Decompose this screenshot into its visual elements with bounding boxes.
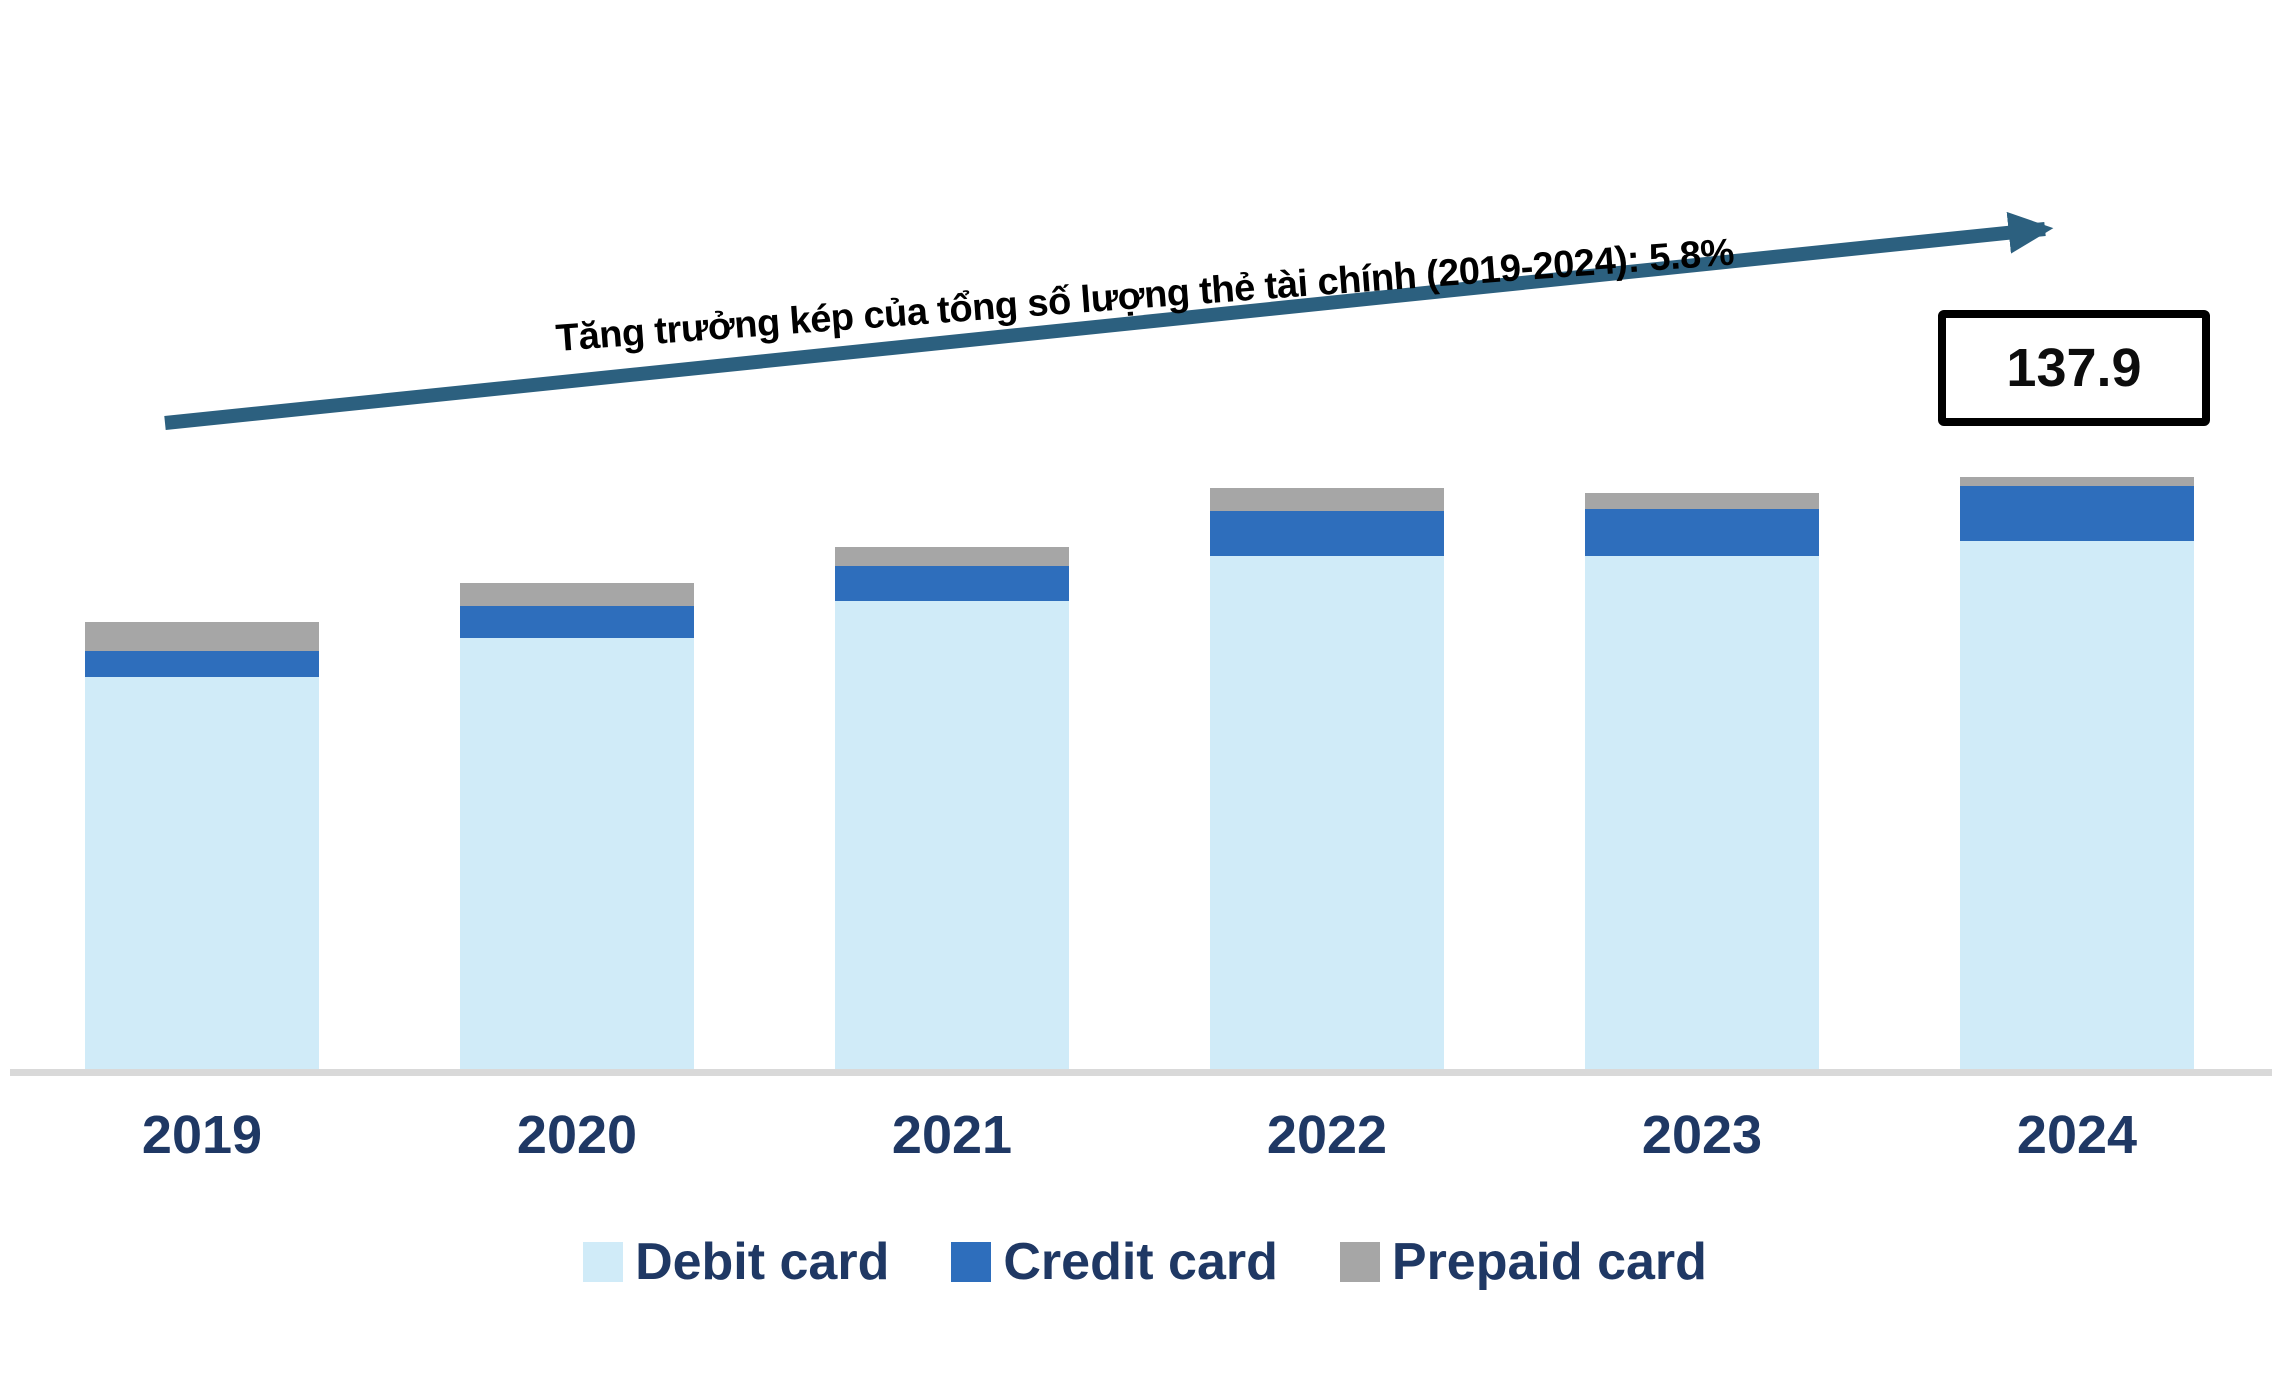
bar-2023-segment-prepaid-card [1585, 493, 1819, 509]
legend-label-credit-card: Credit card [1003, 1233, 1278, 1291]
bar-2021 [835, 546, 1069, 1072]
bar-2023-segment-debit-card [1585, 556, 1819, 1072]
bar-2024-segment-debit-card [1960, 540, 2194, 1072]
bar-2024-segment-credit-card [1960, 486, 2194, 541]
bar-2019 [85, 622, 319, 1072]
bar-2019-segment-prepaid-card [85, 622, 319, 652]
legend-swatch-credit-card [951, 1242, 992, 1282]
bar-2020 [460, 583, 694, 1072]
bar-2019-segment-credit-card [85, 651, 319, 678]
x-axis-label-2019: 2019 [141, 1105, 263, 1165]
legend-label-prepaid-card: Prepaid card [1391, 1233, 1707, 1291]
x-axis-label-2021: 2021 [891, 1105, 1013, 1165]
bar-2024-segment-prepaid-card [1960, 477, 2194, 487]
bar-2024 [1960, 477, 2194, 1072]
bar-2021-segment-credit-card [835, 565, 1069, 601]
bar-2019-segment-debit-card [85, 677, 319, 1072]
x-axis-label-2020: 2020 [516, 1105, 638, 1165]
legend: Debit card Credit card Prepaid card [0, 1232, 2290, 1292]
legend-swatch-prepaid-card [1339, 1242, 1380, 1282]
bar-2022-segment-prepaid-card [1210, 488, 1444, 512]
x-axis-line [10, 1069, 2272, 1076]
x-axis-label-2023: 2023 [1641, 1105, 1763, 1165]
bar-2020-segment-debit-card [460, 637, 694, 1072]
bar-2023-segment-credit-card [1585, 509, 1819, 556]
bar-2020-segment-prepaid-card [460, 583, 694, 607]
legend-item-debit-card: Debit card [583, 1232, 889, 1292]
legend-item-prepaid-card: Prepaid card [1339, 1232, 1707, 1292]
bar-2023 [1585, 493, 1819, 1072]
bar-2022 [1210, 488, 1444, 1072]
bar-2021-segment-debit-card [835, 600, 1069, 1072]
legend-swatch-debit-card [583, 1242, 624, 1282]
trend-title: Tăng trưởng kép của tổng số lượng thẻ tà… [554, 231, 1736, 360]
bar-2020-segment-credit-card [460, 606, 694, 638]
annotation-box-2024: 137.9 [1938, 310, 2210, 426]
bar-2022-segment-credit-card [1210, 511, 1444, 556]
x-axis-label-2022: 2022 [1266, 1105, 1388, 1165]
annotation-value: 137.9 [2006, 338, 2142, 398]
legend-item-credit-card: Credit card [951, 1232, 1278, 1292]
x-axis-label-2024: 2024 [2016, 1105, 2138, 1165]
bar-2022-segment-debit-card [1210, 556, 1444, 1072]
bar-2021-segment-prepaid-card [835, 546, 1069, 566]
legend-label-debit-card: Debit card [635, 1233, 890, 1291]
